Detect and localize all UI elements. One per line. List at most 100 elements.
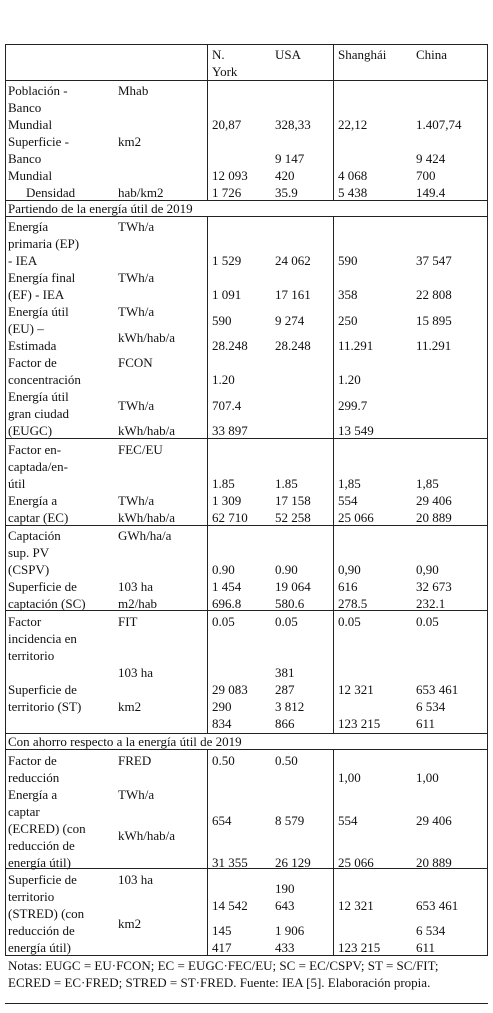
cell: 1 906 433	[275, 923, 305, 955]
cell: 6 534 611	[416, 923, 446, 955]
row-label: Factor de concentración	[8, 355, 81, 387]
cell: 0.05	[416, 614, 439, 629]
cell: 33 897	[212, 423, 248, 438]
rule	[333, 44, 334, 200]
cell: 3 812 866	[275, 699, 305, 731]
rule	[5, 216, 488, 217]
cell: 22,12	[338, 117, 368, 132]
cell: 1,00	[416, 770, 439, 785]
rule	[333, 216, 334, 733]
rule	[5, 749, 488, 750]
cell: km2	[118, 916, 142, 931]
cell: 24 062	[275, 253, 311, 268]
cell: 8 579	[275, 813, 305, 828]
cell: 37 547	[416, 253, 452, 268]
cell: 278.5	[338, 596, 368, 611]
cell: 15 895	[416, 313, 452, 328]
cell: TWh/a	[118, 398, 155, 413]
cell: 149.4	[416, 185, 446, 200]
row-label: Factor de reducción	[8, 753, 60, 785]
cell: 232.1	[416, 596, 446, 611]
cell: 12 093	[212, 168, 248, 183]
rule	[487, 44, 488, 955]
cell: 4 068	[338, 168, 368, 183]
rule	[207, 749, 208, 955]
cell: 381 287	[275, 665, 295, 697]
cell: 29 406	[416, 813, 452, 828]
cell: 62 710	[212, 510, 248, 525]
cell: 1 726	[212, 185, 242, 200]
cell: m2/hab	[118, 596, 157, 611]
cell: 145 417	[212, 923, 232, 955]
rule	[5, 44, 488, 45]
cell: 12 321	[338, 682, 374, 697]
cell: 0,90	[416, 562, 439, 577]
cell: km2	[118, 699, 142, 714]
cell: 103 ha	[118, 872, 154, 887]
cell: 28.248	[275, 338, 311, 353]
cell: 20 889	[416, 855, 452, 870]
cell: 28.248	[212, 338, 248, 353]
row-label: Superficie de territorio (STRED) (con re…	[8, 872, 85, 955]
rule	[5, 438, 488, 439]
cell: 290 834	[212, 699, 232, 731]
rule	[5, 44, 6, 955]
section-heading: Partiendo de la energía útil de 2019	[8, 201, 193, 216]
cell: 554	[338, 493, 358, 508]
cell: 13 549	[338, 423, 374, 438]
cell: 0.05	[275, 614, 298, 629]
cell: FEC/EU	[118, 442, 163, 457]
cell: 1,85	[338, 476, 361, 491]
cell: TWh/a	[118, 493, 155, 508]
cell: 190 643	[275, 881, 295, 913]
row-label: Factor en- captada/en- útil	[8, 442, 68, 491]
cell: 25 066	[338, 510, 374, 525]
row-label: Población - Banco Mundial	[8, 83, 68, 132]
cell: 32 673	[416, 579, 452, 594]
cell: kWh/hab/a	[118, 510, 176, 525]
cell: 654	[212, 813, 232, 828]
row-label: Superficie de territorio (ST)	[8, 682, 82, 714]
cell: 123 215	[338, 940, 381, 955]
cell: 1 454	[212, 579, 242, 594]
cell: GWh/ha/a	[118, 528, 172, 543]
row-label: Energía a captar (ECRED) (con reducción …	[8, 787, 86, 870]
row-label: Superficie - Banco Mundial	[8, 134, 70, 183]
cell: 20 889	[416, 510, 452, 525]
cell: 20,87	[212, 117, 242, 132]
rule	[5, 610, 488, 611]
cell: 29 083	[212, 682, 248, 697]
cell: 0.05	[212, 614, 235, 629]
cell: 0.50	[212, 753, 235, 768]
cell: 11.291	[416, 338, 452, 353]
cell: 1.85	[212, 476, 235, 491]
cell: 9 147 420	[275, 151, 305, 183]
cell: 6 534 611	[416, 699, 446, 731]
cell: 1,85	[416, 476, 439, 491]
cell: 1.85	[275, 476, 298, 491]
cell: 12 321	[338, 898, 374, 913]
cell: 707.4	[212, 398, 242, 413]
cell: TWh/a	[118, 270, 155, 285]
cell: kWh/hab/a	[118, 330, 176, 345]
cell: 0.50	[275, 753, 298, 768]
rule	[5, 200, 488, 201]
cell: 26 129	[275, 855, 311, 870]
cell: kWh/hab/a	[118, 828, 176, 843]
cell: 0.90	[212, 562, 235, 577]
cell: hab/km2	[118, 185, 164, 200]
cell: TWh/a	[118, 787, 155, 802]
row-label: Energía a captar (EC)	[8, 493, 69, 525]
rule	[5, 1003, 488, 1004]
cell: 616	[338, 579, 358, 594]
cell: 590	[212, 313, 232, 328]
cell: 14 542	[212, 898, 248, 913]
column-header: USA	[275, 47, 302, 62]
cell: kWh/hab/a	[118, 423, 176, 438]
cell: 5 438	[338, 185, 368, 200]
cell: 696.8	[212, 596, 242, 611]
rule	[5, 80, 488, 81]
cell: 653 461	[416, 898, 459, 913]
row-label: Energía primaria (EP) - IEA	[8, 219, 80, 268]
